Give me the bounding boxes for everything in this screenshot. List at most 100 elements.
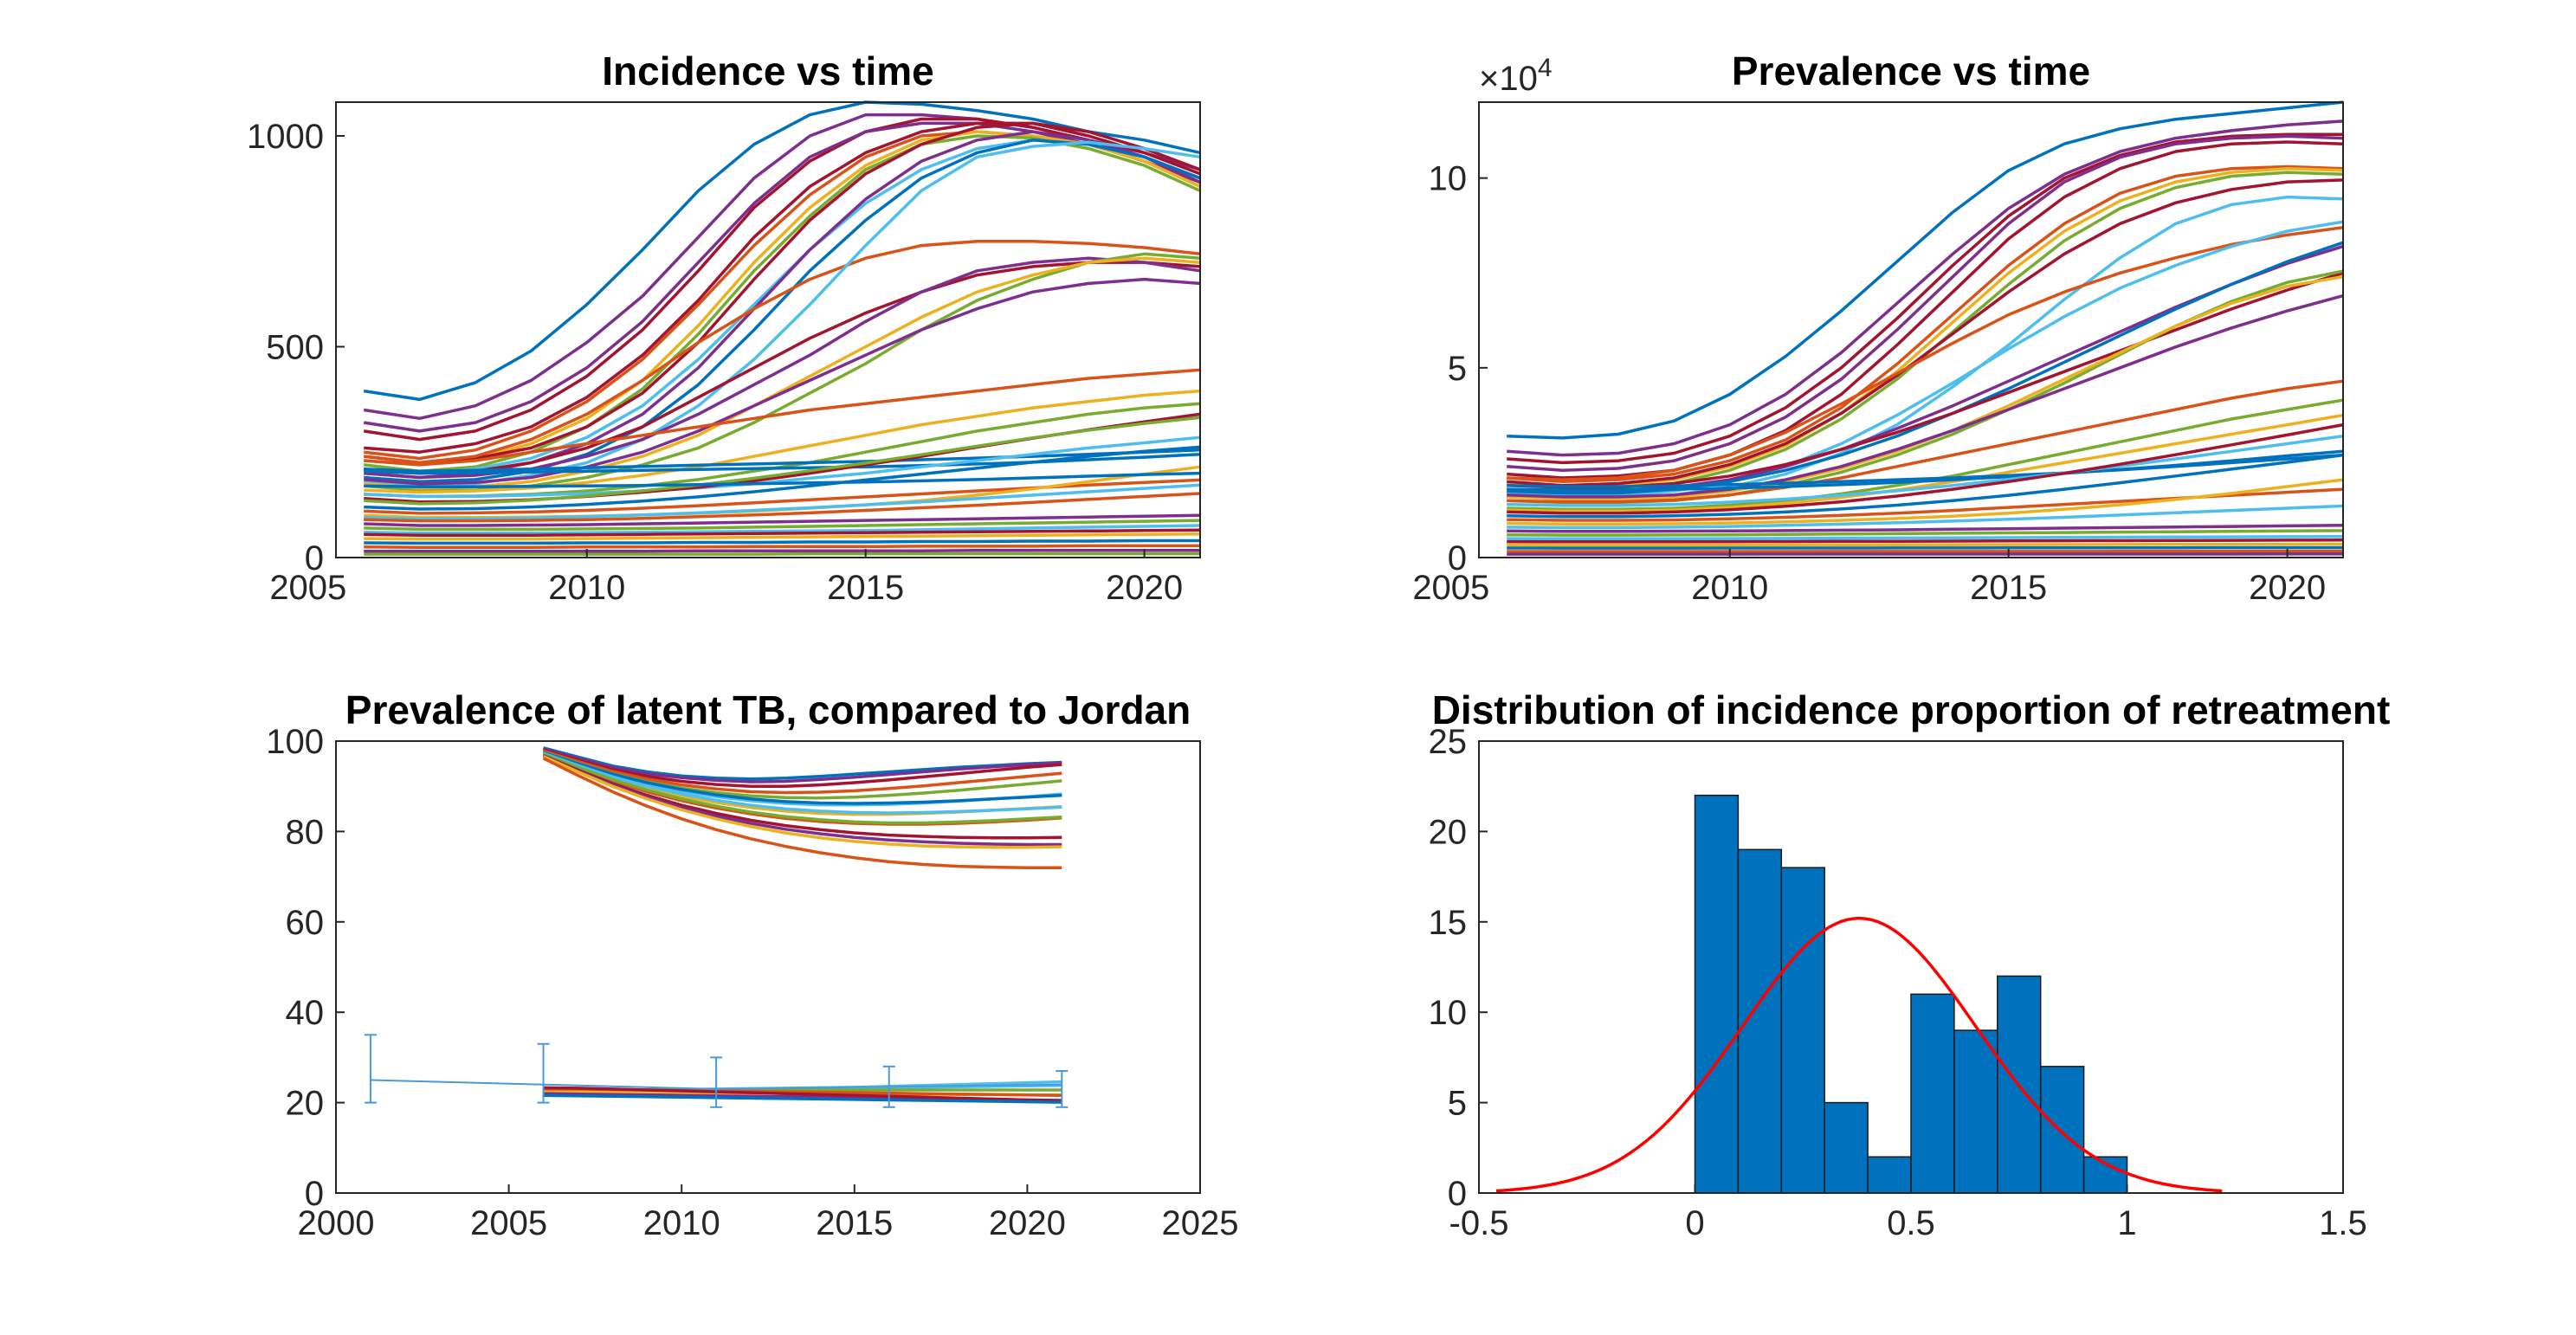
latent-title: Prevalence of latent TB, compared to Jor… [345, 687, 1191, 732]
latent-ytick-label: 60 [286, 904, 325, 942]
retreatment-xtick-label: 0.5 [1887, 1204, 1935, 1242]
prevalence-series-line [1507, 220, 2344, 497]
incidence-series-line [364, 239, 1201, 465]
prevalence-axes-border [1478, 101, 2344, 558]
incidence-series-line [364, 492, 1201, 523]
prevalence-xtick-label: 2010 [1691, 569, 1768, 607]
normal-fit-curve [1495, 916, 2223, 1193]
retreatment-ytick-label: 10 [1429, 994, 1468, 1032]
incidence-series-line [364, 532, 1201, 541]
incidence-series-line [364, 519, 1201, 532]
histogram-bar [1910, 993, 1955, 1194]
incidence-series-line [364, 483, 1201, 520]
incidence-ticks: 2005 2010 2015 2020 0 500 1000 [247, 118, 1183, 607]
latent-observed [364, 1034, 1068, 1108]
histogram-bar [1780, 867, 1825, 1194]
prevalence-exponent-base: ×10 [1479, 60, 1538, 98]
prevalence-series-line [1507, 119, 2344, 457]
latent-series-line [543, 747, 1062, 784]
incidence-series-line [364, 528, 1201, 537]
incidence-series-line [363, 121, 1201, 433]
prevalence-xtick-label: 2015 [1970, 569, 2047, 607]
incidence-series-line [364, 139, 1201, 484]
retreatment-title: Distribution of incidence proportion of … [1432, 687, 2391, 732]
incidence-panel: 2005 2010 2015 2020 0 500 1000 Incidence vs ti… [247, 48, 1201, 607]
latent-series-line [543, 746, 1062, 781]
retreatment-xtick-label: 0 [1685, 1204, 1704, 1242]
prevalence-series-line [1507, 545, 2343, 550]
retreatment-ytick-label: 15 [1429, 904, 1468, 942]
prevalence-ytick-label: 5 [1448, 350, 1467, 388]
prevalence-xtick-label: 2020 [2249, 569, 2326, 607]
latent-ytick-label: 40 [286, 994, 325, 1032]
latent-series-line [542, 749, 1062, 795]
histogram-bar [1824, 1101, 1869, 1194]
incidence-xtick-label: 2010 [548, 569, 625, 607]
prevalence-ticks: 2005 2010 2015 2020 0 5 10 [1412, 160, 2326, 607]
latent-xtick-label: 2010 [643, 1204, 720, 1242]
incidence-series-line [364, 551, 1200, 556]
prevalence-series-line [1507, 534, 2344, 541]
prevalence-exponent-label: ×104 [1479, 54, 1553, 98]
prevalence-series-line [1507, 478, 2344, 526]
histogram-bar [2039, 1066, 2085, 1194]
incidence-ytick-label: 1000 [247, 118, 324, 156]
incidence-series-line [364, 513, 1201, 527]
retreatment-ytick-label: 5 [1448, 1085, 1467, 1123]
prevalence-series-line [1507, 132, 2343, 465]
latent-series-line [542, 757, 1062, 869]
incidence-ytick-label: 0 [305, 539, 324, 577]
incidence-series-line [364, 130, 1201, 467]
latent-ytick-label: 20 [286, 1085, 325, 1123]
prevalence-ytick-label: 0 [1448, 539, 1467, 577]
prevalence-series-line [1507, 134, 2344, 472]
incidence-series-line [364, 452, 1201, 475]
latent-series-line [543, 748, 1062, 788]
latent-series-line [542, 752, 1062, 825]
incidence-series-line [364, 368, 1201, 467]
prevalence-series-line [1507, 504, 2344, 530]
incidence-ytick-label: 500 [266, 328, 324, 366]
incidence-series-line [364, 416, 1201, 506]
histogram-bar [1867, 1156, 1912, 1194]
incidence-series-line [363, 100, 1201, 402]
incidence-series-line [364, 524, 1201, 535]
latent-series-line [543, 1086, 1062, 1103]
histogram-bar [2082, 1156, 2128, 1194]
incidence-series-line [364, 389, 1201, 494]
retreatment-xtick-label: -0.5 [1449, 1204, 1509, 1242]
prevalence-series-line [1507, 293, 2344, 499]
latent-series-line [542, 751, 1062, 815]
retreatment-xtick-label: 1.5 [2319, 1204, 2367, 1242]
incidence-xtick-label: 2015 [827, 569, 904, 607]
incidence-series-line [364, 445, 1201, 511]
retreatment-ytick-label: 25 [1429, 723, 1468, 761]
incidence-lines [363, 100, 1201, 556]
prevalence-series-line [1507, 166, 2344, 489]
retreatment-axes-border [1478, 740, 2344, 1194]
latent-xtick-label: 2000 [298, 1204, 375, 1242]
latent-series-line [542, 755, 1062, 849]
prevalence-series-line [1507, 100, 2344, 440]
incidence-series-line [363, 117, 1201, 442]
latent-xtick-label: 2020 [989, 1204, 1066, 1242]
latent-axes-border [335, 740, 1201, 1194]
latent-xtick-label: 2015 [816, 1204, 893, 1242]
prevalence-series-line [1507, 453, 2344, 519]
incidence-series-line [364, 471, 1201, 488]
prevalence-series-line [1507, 422, 2344, 515]
prevalence-xtick-label: 2005 [1412, 569, 1489, 607]
incidence-series-line [364, 544, 1200, 550]
latent-series-line [543, 1093, 1062, 1104]
incidence-series-line [364, 261, 1201, 475]
retreatment-xtick-label: 1 [2117, 1204, 2136, 1242]
incidence-series-line [364, 256, 1201, 490]
incidence-series-line [364, 121, 1201, 465]
prevalence-series-line [1507, 225, 2344, 481]
incidence-series-line [364, 121, 1201, 454]
retreatment-ytick-label: 0 [1448, 1175, 1467, 1213]
